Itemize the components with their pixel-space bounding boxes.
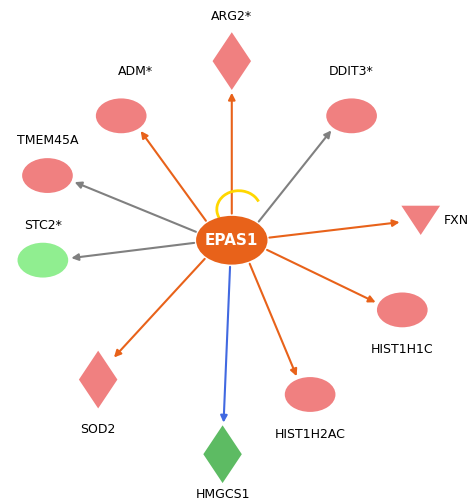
Polygon shape bbox=[203, 426, 242, 483]
Ellipse shape bbox=[22, 158, 73, 193]
Polygon shape bbox=[79, 351, 118, 408]
Text: STC2*: STC2* bbox=[24, 219, 62, 232]
Polygon shape bbox=[212, 32, 251, 90]
Text: ARG2*: ARG2* bbox=[211, 10, 252, 23]
Ellipse shape bbox=[326, 99, 377, 133]
Text: ADM*: ADM* bbox=[118, 64, 153, 77]
Ellipse shape bbox=[196, 216, 267, 265]
Text: HMGCS1: HMGCS1 bbox=[195, 487, 250, 500]
Text: HIST1H2AC: HIST1H2AC bbox=[274, 428, 346, 441]
Text: TMEM45A: TMEM45A bbox=[17, 134, 78, 147]
Text: HIST1H1C: HIST1H1C bbox=[371, 343, 434, 356]
Ellipse shape bbox=[96, 99, 146, 133]
Ellipse shape bbox=[285, 377, 336, 412]
Ellipse shape bbox=[18, 243, 68, 278]
Ellipse shape bbox=[377, 292, 428, 327]
Text: FXN: FXN bbox=[444, 214, 469, 227]
Text: EPAS1: EPAS1 bbox=[205, 233, 258, 248]
Text: DDIT3*: DDIT3* bbox=[329, 64, 374, 77]
Polygon shape bbox=[401, 206, 440, 235]
Text: SOD2: SOD2 bbox=[81, 423, 116, 436]
